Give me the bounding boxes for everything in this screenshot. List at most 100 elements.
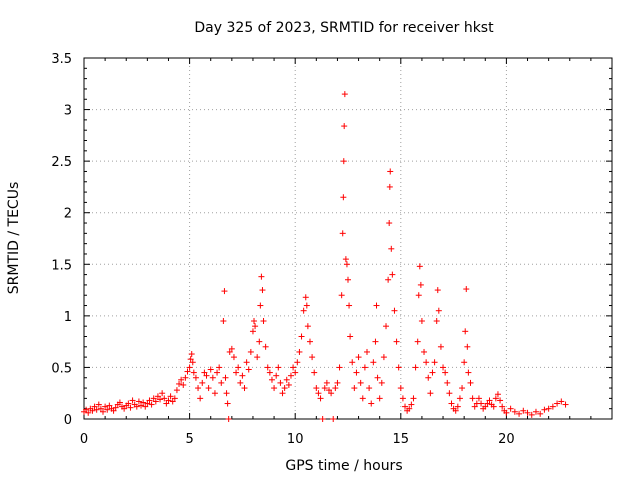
data-point: [176, 380, 183, 387]
data-point: [541, 406, 548, 413]
data-point: [385, 276, 392, 283]
data-point: [223, 390, 230, 397]
data-point: [214, 369, 221, 376]
data-point: [216, 364, 223, 371]
y-tick-label: 1: [64, 310, 72, 325]
data-point: [239, 372, 246, 379]
data-point: [387, 168, 394, 175]
data-point: [144, 400, 151, 407]
data-point: [467, 379, 474, 386]
data-point: [228, 345, 235, 352]
x-tick-label: 10: [287, 432, 304, 447]
data-point: [188, 351, 195, 358]
data-point: [163, 400, 170, 407]
data-point: [456, 395, 463, 402]
data-point: [475, 395, 482, 402]
data-point: [359, 395, 366, 402]
data-point: [275, 364, 282, 371]
data-point: [386, 183, 393, 190]
y-tick-label: 1.5: [51, 258, 72, 273]
data-point: [374, 374, 381, 381]
data-point: [205, 385, 212, 392]
data-point: [247, 348, 254, 355]
data-point: [83, 406, 90, 413]
data-point: [373, 302, 380, 309]
data-point: [338, 292, 345, 299]
data-point: [197, 395, 204, 402]
data-point: [388, 245, 395, 252]
data-point: [292, 369, 299, 376]
data-point: [264, 364, 271, 371]
data-point: [397, 385, 404, 392]
data-point: [306, 338, 313, 345]
data-point: [241, 385, 248, 392]
data-point: [189, 359, 196, 366]
data-point: [165, 397, 172, 404]
data-point: [364, 348, 371, 355]
data-point: [187, 356, 194, 363]
data-point: [389, 271, 396, 278]
data-point: [435, 307, 442, 314]
data-point: [190, 369, 197, 376]
data-point: [294, 359, 301, 366]
data-point: [201, 369, 208, 376]
x-tick-label: 15: [393, 432, 410, 447]
x-tick-label: 5: [185, 432, 193, 447]
data-point: [106, 402, 113, 409]
y-tick-label: 0: [64, 413, 72, 428]
data-point: [279, 390, 286, 397]
data-point: [311, 369, 318, 376]
data-point: [562, 401, 569, 408]
data-point: [402, 403, 409, 410]
data-point: [391, 307, 398, 314]
data-point: [104, 406, 111, 413]
data-point: [142, 403, 149, 410]
data-point: [281, 385, 288, 392]
data-point: [478, 400, 485, 407]
data-point: [184, 368, 191, 375]
data-point: [325, 387, 332, 394]
data-point: [100, 408, 107, 415]
y-tick-label: 3.5: [51, 52, 72, 67]
data-point: [524, 409, 531, 416]
data-point: [95, 401, 102, 408]
data-point: [341, 91, 348, 98]
data-point: [361, 364, 368, 371]
data-point: [427, 390, 434, 397]
data-point: [220, 318, 227, 325]
data-point: [257, 302, 264, 309]
data-point: [233, 369, 240, 376]
data-point: [448, 400, 455, 407]
data-point: [366, 385, 373, 392]
data-point: [302, 294, 309, 301]
data-point: [89, 407, 96, 414]
data-point: [353, 369, 360, 376]
data-point: [102, 403, 109, 410]
data-point: [434, 287, 441, 294]
data-point: [465, 369, 472, 376]
data-point: [351, 385, 358, 392]
data-point: [138, 402, 145, 409]
data-point: [355, 354, 362, 361]
data-point: [259, 287, 266, 294]
data-point: [157, 396, 164, 403]
data-point: [148, 401, 155, 408]
data-point: [266, 369, 273, 376]
data-point: [268, 376, 275, 383]
data-point: [486, 397, 493, 404]
data-point: [431, 359, 438, 366]
data-point: [492, 395, 499, 402]
data-point: [180, 381, 187, 388]
data-point: [296, 348, 303, 355]
data-point: [171, 395, 178, 402]
data-point: [152, 398, 159, 405]
data-point: [357, 379, 364, 386]
data-point: [549, 403, 556, 410]
data-point: [532, 408, 539, 415]
data-point: [378, 379, 385, 386]
data-point: [554, 400, 561, 407]
data-point: [429, 369, 436, 376]
data-point: [417, 281, 424, 288]
data-point: [383, 323, 390, 330]
